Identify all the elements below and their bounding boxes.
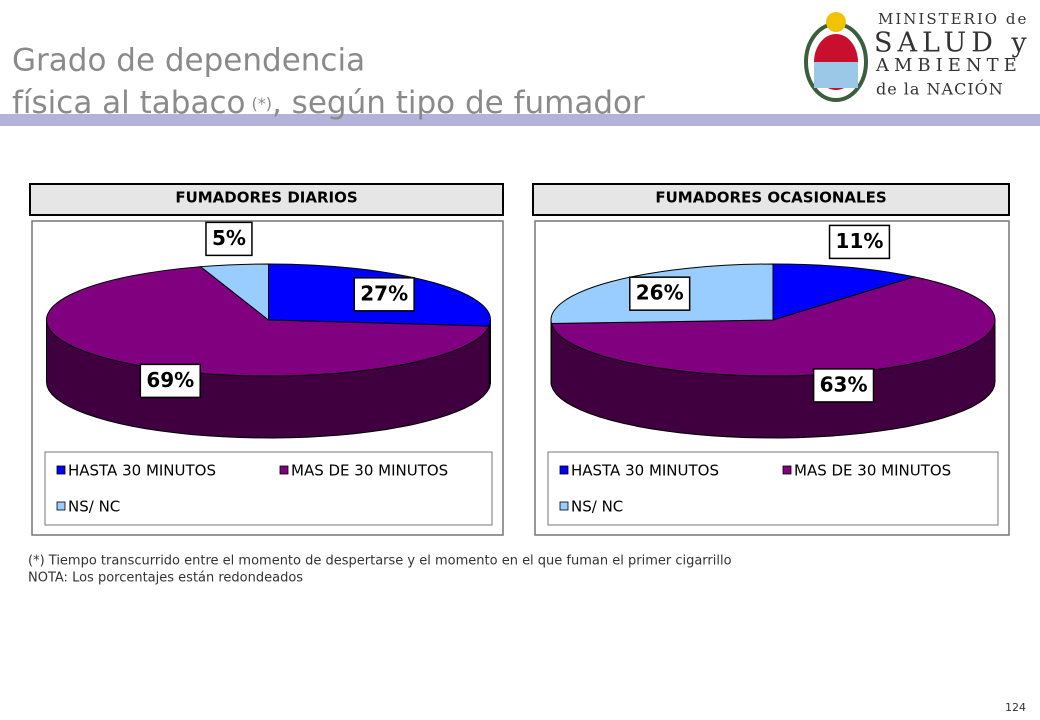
chart-title: FUMADORES DIARIOS [175, 189, 357, 207]
legend-label: MAS DE 30 MINUTOS [794, 462, 951, 480]
legend-box [547, 451, 999, 526]
data-label: 69% [146, 368, 194, 392]
pie [46, 263, 491, 439]
title-line: física al tabaco (*), según tipo de fumad… [12, 85, 645, 121]
page-number: 124 [1005, 701, 1026, 714]
legend-swatch [56, 465, 66, 475]
legend-label: NS/ NC [571, 498, 623, 516]
title-part: física al tabaco [12, 85, 245, 121]
data-label: 11% [836, 229, 884, 253]
legend-label: HASTA 30 MINUTOS [571, 462, 719, 480]
data-label-box [629, 276, 691, 311]
data-label: 26% [636, 281, 684, 305]
logo: MINISTERIO de SALUD y AMBIENTE de la NAC… [804, 10, 1032, 102]
logo-shield-band [814, 62, 858, 88]
chart-title: FUMADORES OCASIONALES [655, 189, 886, 207]
data-label-box [828, 224, 891, 260]
pie [550, 263, 996, 439]
pie-slice [199, 263, 269, 322]
legend-swatch [559, 501, 569, 511]
data-label-box [353, 277, 415, 312]
title-mark: (*) [251, 94, 271, 113]
legend-label: MAS DE 30 MINUTOS [291, 462, 448, 480]
chart-header [532, 183, 1010, 216]
data-label-box [139, 363, 201, 399]
logo-text: AMBIENTE [875, 55, 1022, 76]
title-bar [0, 114, 1040, 126]
chart-header [29, 183, 504, 216]
data-label: 27% [360, 281, 408, 305]
data-label: 5% [212, 226, 246, 250]
title-part: , según tipo de fumador [272, 85, 645, 121]
legend-label: HASTA 30 MINUTOS [68, 462, 216, 480]
legend-swatch [559, 465, 569, 475]
data-label: 63% [820, 372, 868, 396]
title-line: Grado de dependencia [12, 43, 365, 79]
pie-slice [46, 266, 490, 377]
footnote: (*) Tiempo transcurrido entre el momento… [28, 554, 732, 569]
legend-box [44, 451, 493, 526]
logo-text: SALUD y [874, 28, 1032, 59]
data-label-box [205, 221, 253, 257]
logo-sun [826, 12, 846, 32]
legend-swatch [56, 501, 66, 511]
footnote: NOTA: Los porcentajes están redondeados [28, 571, 303, 586]
legend-swatch [279, 465, 289, 475]
legend-swatch [782, 465, 792, 475]
logo-text: de la NACIÓN [876, 79, 1004, 99]
legend-label: NS/ NC [68, 498, 120, 516]
data-label-box [812, 368, 875, 403]
pie-slice [772, 263, 915, 321]
logo-text: MINISTERIO de [878, 10, 1028, 28]
